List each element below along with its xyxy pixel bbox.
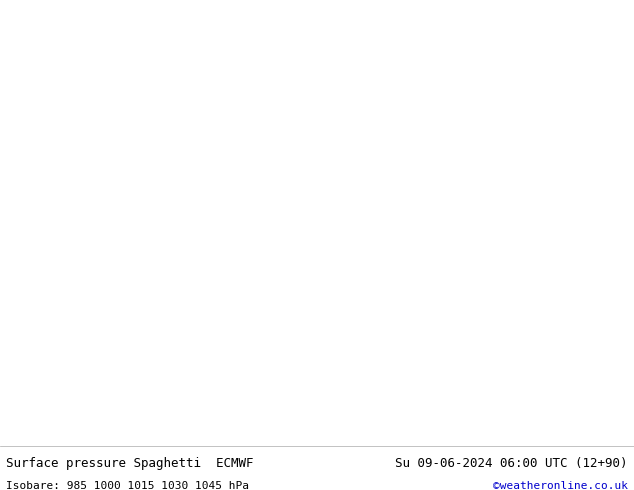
Text: Surface pressure Spaghetti  ECMWF: Surface pressure Spaghetti ECMWF [6,457,254,470]
Text: ©weatheronline.co.uk: ©weatheronline.co.uk [493,481,628,490]
Text: Su 09-06-2024 06:00 UTC (12+90): Su 09-06-2024 06:00 UTC (12+90) [395,457,628,470]
Text: Isobare: 985 1000 1015 1030 1045 hPa: Isobare: 985 1000 1015 1030 1045 hPa [6,481,249,490]
